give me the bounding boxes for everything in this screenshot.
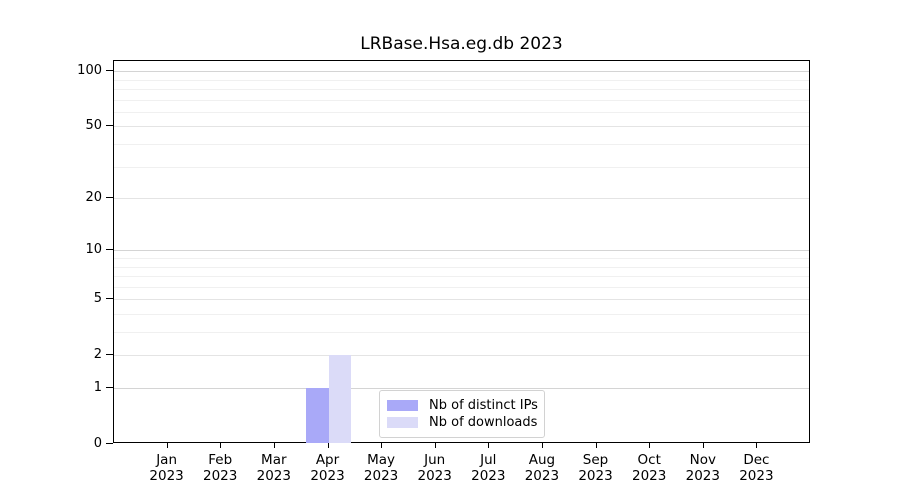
legend-swatch-distinct-ips bbox=[387, 400, 418, 411]
x-axis-tick bbox=[702, 443, 704, 448]
y-axis-tick bbox=[106, 387, 113, 388]
x-tick-label: Dec 2023 bbox=[724, 452, 788, 484]
legend-label-distinct-ips: Nb of distinct IPs bbox=[429, 398, 538, 413]
legend-swatch-downloads bbox=[387, 417, 418, 428]
x-tick-label: May 2023 bbox=[349, 452, 413, 484]
gridline-minor bbox=[114, 166, 809, 168]
y-tick-label: 5 bbox=[93, 290, 102, 306]
gridline-minor bbox=[114, 286, 809, 288]
x-tick-label: Sep 2023 bbox=[564, 452, 628, 484]
x-tick-year: 2023 bbox=[363, 468, 399, 484]
x-tick-year: 2023 bbox=[149, 468, 184, 484]
x-tick-month: Feb bbox=[208, 452, 233, 468]
x-tick-label: Apr 2023 bbox=[296, 452, 360, 484]
gridline-major bbox=[114, 299, 809, 301]
x-tick-year: 2023 bbox=[524, 468, 560, 484]
y-axis-tick bbox=[106, 298, 113, 300]
legend-item-downloads: Nb of downloads bbox=[387, 414, 538, 431]
x-tick-label: Nov 2023 bbox=[671, 452, 735, 484]
plot-area bbox=[113, 60, 810, 443]
y-tick-label: 1 bbox=[93, 379, 102, 395]
gridline-minor bbox=[114, 258, 809, 259]
y-tick-label: 2 bbox=[93, 346, 102, 362]
gridline-major bbox=[114, 71, 809, 73]
x-tick-month: Dec bbox=[743, 452, 770, 468]
x-axis-tick bbox=[756, 443, 758, 448]
y-tick-label: 10 bbox=[85, 241, 102, 257]
x-tick-month: Aug bbox=[528, 452, 556, 468]
y-tick-label: 20 bbox=[85, 189, 102, 205]
x-tick-month: May bbox=[367, 452, 396, 468]
x-axis-tick bbox=[381, 443, 383, 448]
x-tick-label: Feb 2023 bbox=[188, 452, 252, 484]
gridline-major bbox=[114, 250, 809, 252]
x-tick-year: 2023 bbox=[417, 468, 452, 484]
x-axis-tick bbox=[273, 443, 275, 448]
x-axis-tick bbox=[327, 443, 329, 448]
legend: Nb of distinct IPs Nb of downloads bbox=[379, 390, 545, 438]
x-tick-year: 2023 bbox=[632, 468, 667, 484]
x-tick-month: Apr bbox=[315, 452, 340, 468]
x-tick-label: Jan 2023 bbox=[135, 452, 199, 484]
bar-downloads bbox=[328, 355, 351, 443]
x-axis-tick bbox=[434, 443, 436, 448]
y-tick-label: 50 bbox=[85, 117, 102, 133]
x-tick-year: 2023 bbox=[739, 468, 774, 484]
bar-distinct-ips bbox=[306, 388, 329, 443]
x-tick-month: Mar bbox=[261, 452, 287, 468]
x-tick-label: Aug 2023 bbox=[510, 452, 574, 484]
y-axis-tick bbox=[106, 249, 113, 251]
x-tick-month: Sep bbox=[582, 452, 609, 468]
x-tick-month: Jun bbox=[424, 452, 446, 468]
gridline-minor bbox=[114, 111, 809, 113]
x-tick-year: 2023 bbox=[685, 468, 720, 484]
x-axis-tick bbox=[166, 443, 168, 448]
x-tick-year: 2023 bbox=[578, 468, 613, 484]
gridline-minor bbox=[114, 266, 809, 268]
x-axis-tick bbox=[488, 443, 490, 448]
x-tick-month: Nov bbox=[689, 452, 716, 468]
x-tick-label: Jul 2023 bbox=[456, 452, 520, 484]
x-tick-month: Jul bbox=[480, 452, 497, 468]
gridline-major bbox=[114, 126, 809, 128]
gridline-minor bbox=[114, 79, 809, 81]
gridline-major bbox=[114, 355, 809, 357]
x-tick-label: Mar 2023 bbox=[242, 452, 306, 484]
x-axis-tick bbox=[649, 443, 651, 448]
x-axis-tick bbox=[220, 443, 222, 448]
gridline-major bbox=[114, 388, 809, 389]
y-axis-tick bbox=[106, 354, 113, 356]
x-tick-month: Jan bbox=[156, 452, 177, 468]
gridline-minor bbox=[114, 89, 809, 90]
chart-title: LRBase.Hsa.eg.db 2023 bbox=[360, 34, 563, 54]
y-axis-tick bbox=[106, 443, 113, 444]
gridline-minor bbox=[114, 144, 809, 145]
y-axis-tick bbox=[106, 70, 113, 72]
gridline-minor bbox=[114, 332, 809, 333]
y-axis-tick bbox=[106, 197, 113, 199]
gridline-minor bbox=[114, 99, 809, 101]
y-tick-label: 100 bbox=[77, 62, 102, 78]
legend-label-downloads: Nb of downloads bbox=[429, 415, 538, 430]
y-tick-label: 0 bbox=[93, 435, 102, 451]
x-tick-year: 2023 bbox=[310, 468, 345, 484]
x-axis-tick bbox=[595, 443, 597, 448]
x-tick-label: Oct 2023 bbox=[617, 452, 681, 484]
x-tick-year: 2023 bbox=[256, 468, 291, 484]
y-axis-tick bbox=[106, 125, 113, 127]
x-tick-year: 2023 bbox=[203, 468, 238, 484]
legend-item-distinct-ips: Nb of distinct IPs bbox=[387, 397, 538, 414]
gridline-minor bbox=[114, 276, 809, 277]
x-tick-year: 2023 bbox=[471, 468, 506, 484]
gridline-major bbox=[114, 198, 809, 200]
x-tick-label: Jun 2023 bbox=[403, 452, 467, 484]
gridline-minor bbox=[114, 314, 809, 315]
x-tick-month: Oct bbox=[637, 452, 661, 468]
x-axis-tick bbox=[541, 443, 543, 448]
